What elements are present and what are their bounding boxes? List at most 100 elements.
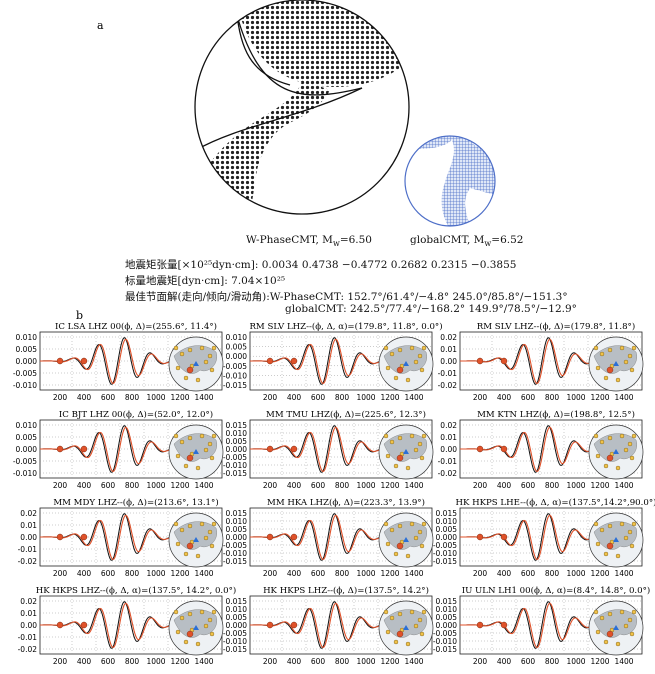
x-tick-label: 400 — [497, 393, 512, 402]
synthetic-waveform — [460, 426, 610, 473]
y-tick-label: -0.010 — [223, 637, 247, 646]
x-tick-label: 400 — [287, 481, 302, 490]
window-start-marker — [500, 621, 508, 629]
y-tick-label: 0.01 — [440, 345, 457, 354]
x-tick-label: 600 — [311, 657, 326, 666]
x-tick-label: 600 — [521, 657, 536, 666]
x-tick-label: 1400 — [404, 481, 423, 490]
y-tick-label: -0.005 — [223, 362, 247, 371]
station-globe-inset — [378, 424, 434, 480]
y-tick-label: 0.005 — [226, 525, 248, 534]
y-tick-label: -0.01 — [18, 545, 38, 554]
subplot-title: IC LSA LHZ 00(ϕ, Δ)=(255.6°, 11.4°) — [55, 321, 217, 332]
x-tick-label: 1200 — [380, 569, 399, 578]
window-start-marker — [290, 357, 298, 365]
y-tick-label: -0.01 — [438, 369, 458, 378]
x-tick-label: 800 — [125, 393, 140, 402]
station-globe-inset — [168, 600, 224, 656]
y-tick-label: 0.005 — [226, 613, 248, 622]
x-tick-label: 600 — [521, 393, 536, 402]
y-tick-label: 0.015 — [226, 509, 248, 518]
synthetic-waveform — [460, 602, 610, 649]
x-tick-label: 200 — [473, 657, 488, 666]
x-tick-label: 200 — [53, 393, 68, 402]
synthetic-waveform — [40, 514, 190, 561]
subplot-title: HK HKPS LHE--(ϕ, Δ, α)=(137.5°,14.2°,90.… — [455, 497, 655, 508]
x-tick-label: 1000 — [566, 393, 585, 402]
subplot-8: MM HKA LHZ(ϕ, Δ)=(223.3°, 13.9°) 0.015 0.0… — [223, 497, 434, 578]
y-tick-label: 0.000 — [226, 445, 248, 454]
y-tick-label: 0.000 — [436, 621, 458, 630]
gcmt-mw-sub: w — [484, 239, 492, 249]
synthetic-waveform — [250, 338, 400, 385]
x-tick-label: 800 — [125, 481, 140, 490]
x-tick-label: 1400 — [194, 569, 213, 578]
window-start-marker — [290, 533, 298, 541]
x-tick-label: 400 — [497, 657, 512, 666]
y-tick-label: 0.010 — [16, 333, 38, 342]
subplot-title: IC BJT LHZ 00(ϕ, Δ)=(52.0°, 12.0°) — [59, 409, 213, 420]
window-start-marker — [500, 533, 508, 541]
y-tick-label: 0.02 — [20, 509, 37, 518]
window-start-marker — [500, 357, 508, 365]
x-tick-label: 200 — [263, 569, 278, 578]
y-tick-label: 0.01 — [440, 433, 457, 442]
window-start-marker — [56, 357, 64, 365]
y-tick-label: -0.005 — [223, 453, 247, 462]
window-start-marker — [56, 621, 64, 629]
y-tick-label: -0.015 — [433, 557, 457, 566]
y-tick-label: -0.010 — [13, 381, 37, 390]
y-tick-label: -0.005 — [223, 541, 247, 550]
x-tick-label: 400 — [497, 481, 512, 490]
y-tick-label: 0.005 — [16, 433, 38, 442]
y-tick-label: 0.005 — [226, 343, 248, 352]
x-tick-label: 400 — [77, 569, 92, 578]
x-tick-label: 800 — [125, 657, 140, 666]
x-tick-label: 400 — [287, 393, 302, 402]
x-tick-label: 800 — [335, 481, 350, 490]
x-tick-label: 400 — [287, 569, 302, 578]
x-tick-label: 1400 — [194, 481, 213, 490]
window-start-marker — [266, 445, 274, 453]
y-tick-label: 0.000 — [16, 357, 38, 366]
x-tick-label: 800 — [335, 657, 350, 666]
x-tick-label: 1000 — [356, 393, 375, 402]
x-tick-label: 400 — [77, 657, 92, 666]
x-tick-label: 400 — [287, 657, 302, 666]
x-tick-label: 800 — [545, 481, 560, 490]
y-tick-label: 0.005 — [436, 525, 458, 534]
subplot-2: RM SLV LHZ--(ϕ, Δ, α)=(179.8°, 11.8°, 0.… — [223, 321, 443, 402]
y-tick-label: 0.000 — [226, 621, 248, 630]
y-tick-label: -0.005 — [433, 629, 457, 638]
y-tick-label: 0.00 — [20, 533, 37, 542]
y-tick-label: 0.01 — [20, 609, 37, 618]
x-tick-label: 200 — [53, 657, 68, 666]
x-tick-label: 1200 — [590, 393, 609, 402]
x-tick-label: 1000 — [566, 569, 585, 578]
window-start-marker — [266, 533, 274, 541]
subplot-title: MM MDY LHZ--(ϕ, Δ)=(213.6°, 13.1°) — [53, 497, 218, 508]
x-tick-label: 1200 — [170, 657, 189, 666]
x-tick-label: 600 — [311, 481, 326, 490]
panel-a-label: a — [97, 19, 104, 32]
synthetic-waveform — [40, 338, 190, 385]
y-tick-label: 0.015 — [436, 509, 458, 518]
wphase-caption: W-PhaseCMT, Mw=6.50 — [246, 234, 372, 248]
subplot-title: HK HKPS LHZ--(ϕ, Δ)=(137.5°, 14.2°) — [263, 585, 429, 596]
window-start-marker — [476, 533, 484, 541]
x-tick-label: 1000 — [356, 481, 375, 490]
x-tick-label: 1200 — [380, 393, 399, 402]
x-tick-label: 1200 — [380, 481, 399, 490]
subplot-10: HK HKPS LHZ--(ϕ, Δ, α)=(137.5°, 14.2°, 0… — [18, 585, 237, 666]
y-tick-label: 0.00 — [20, 621, 37, 630]
x-tick-label: 1400 — [404, 657, 423, 666]
y-tick-label: 0.000 — [226, 533, 248, 542]
y-tick-label: -0.015 — [433, 645, 457, 654]
window-start-marker — [476, 621, 484, 629]
x-tick-label: 1000 — [356, 569, 375, 578]
subplot-title: MM HKA LHZ(ϕ, Δ)=(223.3°, 13.9°) — [267, 497, 425, 508]
subplot-6: MM KTN LHZ(ϕ, Δ)=(198.8°, 12.5°) 0.02 0.01… — [438, 409, 644, 490]
station-globe-inset — [168, 424, 224, 480]
station-globe-inset — [168, 336, 224, 392]
